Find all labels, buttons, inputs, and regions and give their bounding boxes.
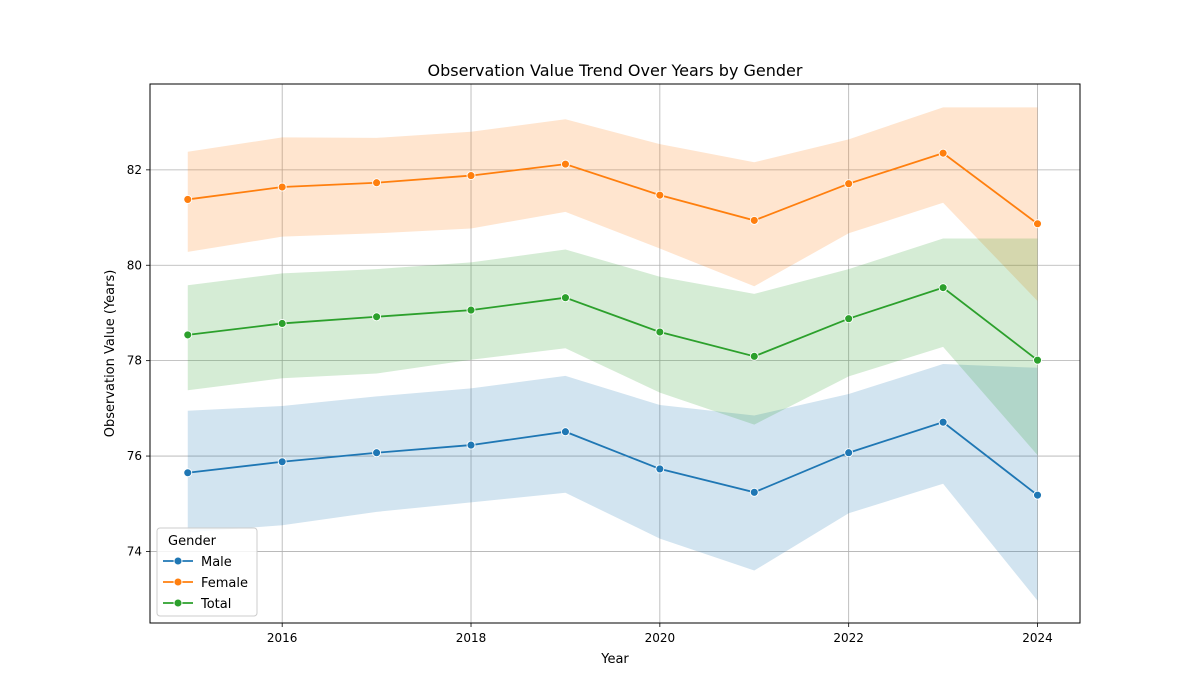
data-point-female xyxy=(749,215,759,225)
y-tick-label: 80 xyxy=(127,258,142,272)
x-tick-label: 2024 xyxy=(1022,631,1053,645)
y-axis-label: Observation Value (Years) xyxy=(103,270,118,438)
data-point-female xyxy=(466,171,476,181)
legend-label-total: Total xyxy=(200,597,231,612)
data-point-total xyxy=(183,330,193,340)
data-point-male xyxy=(1033,490,1042,500)
confidence-bands xyxy=(187,107,1038,601)
legend-box xyxy=(156,527,258,617)
confidence-band-female xyxy=(187,107,1038,302)
chart-title: Observation Value Trend Over Years by Ge… xyxy=(428,61,803,80)
legend-marker-female xyxy=(173,577,183,587)
legend-label-male: Male xyxy=(201,555,232,570)
series-lines xyxy=(183,148,1042,500)
data-point-male xyxy=(466,440,476,450)
data-point-male xyxy=(183,468,193,478)
data-point-total xyxy=(938,283,948,293)
data-point-female xyxy=(938,148,948,158)
data-point-female xyxy=(1033,219,1042,229)
data-point-female xyxy=(844,179,854,189)
data-point-total xyxy=(466,305,476,315)
data-point-total xyxy=(560,293,570,303)
legend-label-female: Female xyxy=(201,576,248,591)
data-point-male xyxy=(560,427,570,437)
legend: Gender Male Female Total xyxy=(156,527,258,617)
data-point-total xyxy=(1033,355,1042,365)
series-line-female xyxy=(187,152,1039,225)
data-point-total xyxy=(277,318,287,328)
legend-marker-male xyxy=(173,556,183,566)
data-point-male xyxy=(844,448,854,458)
legend-marker-total xyxy=(173,598,183,608)
plot-frame xyxy=(149,83,1081,624)
data-point-female xyxy=(183,194,193,204)
data-point-total xyxy=(844,314,854,324)
confidence-band-total xyxy=(187,238,1038,456)
data-point-female xyxy=(277,182,287,192)
data-point-male xyxy=(749,487,759,497)
data-point-male xyxy=(277,457,287,467)
axis-ticks: 2016 2018 2020 2022 2024 74 76 78 80 82 xyxy=(127,163,1053,645)
x-tick-label: 2020 xyxy=(645,631,676,645)
series-line-total xyxy=(187,286,1039,361)
data-point-total xyxy=(749,351,759,361)
y-tick-label: 78 xyxy=(127,354,142,368)
x-tick-label: 2022 xyxy=(833,631,864,645)
x-tick-label: 2016 xyxy=(267,631,298,645)
confidence-band-male xyxy=(187,363,1038,601)
data-point-male xyxy=(372,448,382,458)
data-point-male xyxy=(655,464,665,474)
y-tick-label: 74 xyxy=(127,544,142,558)
y-tick-label: 82 xyxy=(127,163,142,177)
legend-title: Gender xyxy=(168,534,217,549)
data-point-female xyxy=(655,190,665,200)
data-point-female xyxy=(560,159,570,169)
data-point-total xyxy=(372,312,382,322)
data-point-male xyxy=(938,417,948,427)
series-line-male xyxy=(187,421,1039,496)
y-tick-label: 76 xyxy=(127,449,142,463)
data-point-total xyxy=(655,327,665,337)
x-tick-label: 2018 xyxy=(456,631,487,645)
data-point-female xyxy=(372,178,382,188)
x-axis-label: Year xyxy=(600,652,629,667)
